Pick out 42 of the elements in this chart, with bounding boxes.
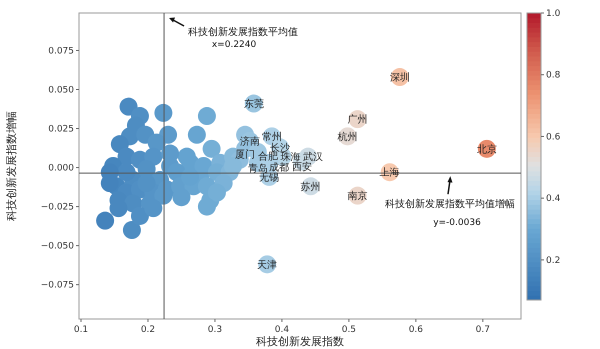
y-tick-label: −0.025 — [40, 202, 74, 213]
annotation: 成都 — [269, 161, 290, 174]
annotation: 杭州 — [336, 130, 358, 143]
annotation: 西安 — [292, 160, 312, 173]
annotation: 厦门 — [235, 148, 256, 160]
colorbar: 0.2 0.4 0.6 0.8 1.0 — [526, 9, 560, 300]
annotation: 苏州 — [300, 180, 321, 193]
color-bar-label: 1.0 — [546, 9, 561, 19]
y-tick-label: 0.050 — [48, 86, 74, 96]
y-tick-label: 0.075 — [48, 46, 74, 56]
annotation: 青岛 — [248, 162, 268, 174]
color-bar-label: 0.8 — [546, 70, 561, 81]
annotation: 无锡 — [259, 172, 280, 184]
annotation: 深圳 — [390, 72, 410, 84]
annotation: y=-0.0036 — [433, 218, 482, 228]
x-tick-label: 0.7 — [476, 325, 490, 335]
annotation: x=0.2240 — [212, 40, 257, 50]
x-tick-label: 0.6 — [408, 325, 424, 335]
color-bar-label: 0.6 — [546, 132, 561, 142]
annotation: 东莞 — [244, 98, 264, 110]
y-tick-label: −0.075 — [40, 280, 74, 291]
x-tick-label: 0.5 — [342, 325, 356, 335]
ref-line-label: 科技创新发展指数平均值增幅 — [385, 198, 515, 210]
color-bar-label: 0.2 — [546, 256, 560, 266]
annotation: 天津 — [257, 258, 278, 271]
annotation: 珠海 — [280, 151, 301, 164]
ref-line-label: 科技创新发展指数平均值 — [188, 26, 298, 38]
y-tick-label: −0.050 — [40, 242, 74, 252]
annotation: 广州 — [348, 114, 368, 126]
annotation: 合肥 — [258, 150, 278, 162]
x-tick-label: 0.1 — [74, 325, 88, 335]
y-axis-title: 科技创新发展指数增幅 — [5, 111, 18, 221]
annotation: 南京 — [348, 190, 368, 202]
x-tick-label: 0.2 — [140, 325, 156, 335]
color-bar-label: 0.4 — [546, 194, 561, 204]
annotation: 济南 — [240, 136, 260, 148]
x-tick-label: 0.3 — [208, 325, 222, 335]
x-axis-title: 科技创新发展指数 — [256, 335, 344, 348]
y-tick-label: 0.000 — [48, 164, 74, 174]
annotation: 常州 — [262, 130, 282, 143]
x-tick-label: 0.4 — [274, 325, 290, 335]
y-tick-label: 0.025 — [48, 124, 74, 135]
